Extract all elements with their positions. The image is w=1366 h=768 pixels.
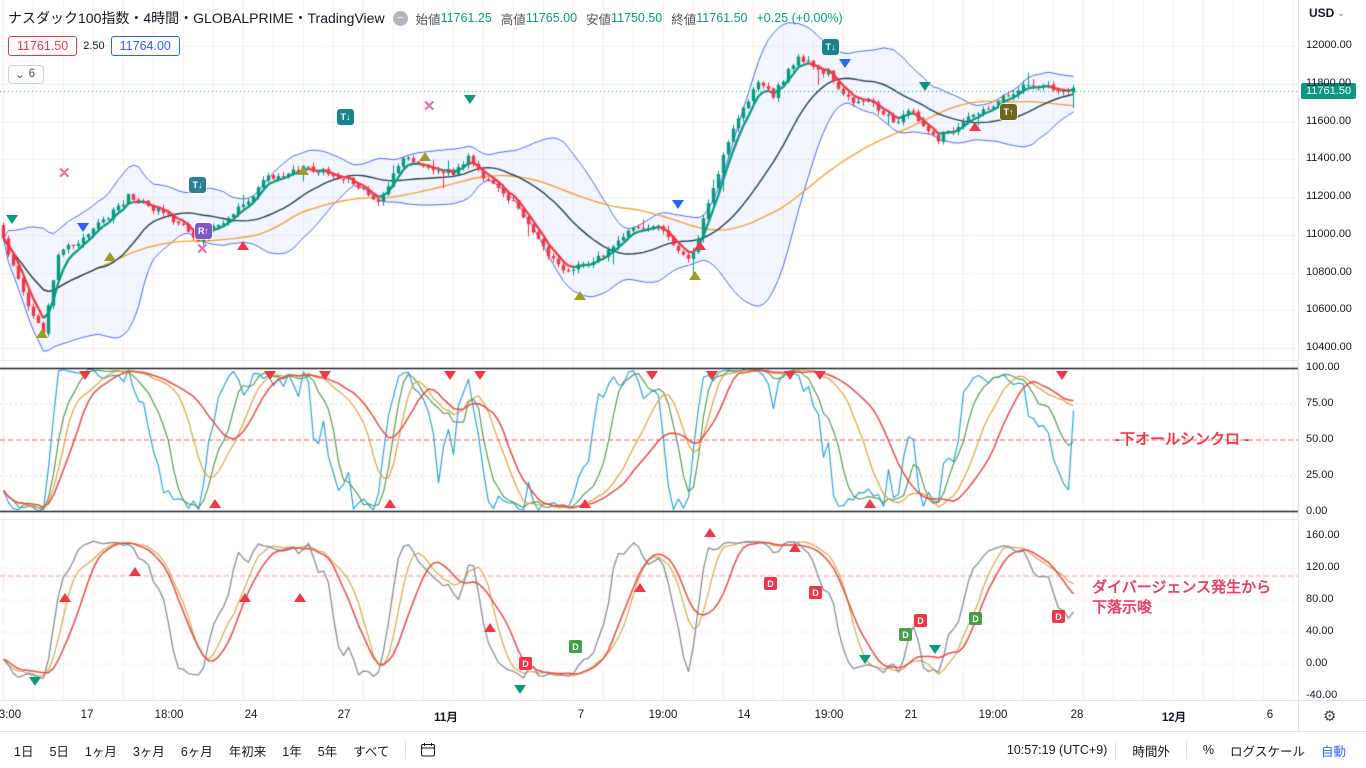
time-axis-label: 6 bbox=[1266, 709, 1274, 721]
sell-price-button[interactable]: 11761.50 bbox=[8, 36, 78, 56]
time-axis-label: 18:00 bbox=[154, 709, 184, 721]
change-value: +0.25 (+0.00%) bbox=[756, 11, 843, 25]
high-value: 11765.00 bbox=[525, 11, 578, 25]
buy-sell-widget: 11761.50 2.50 11764.00 bbox=[8, 36, 180, 56]
toolbar-divider bbox=[405, 741, 407, 759]
price-axis-label: 12000.00 bbox=[1306, 39, 1352, 51]
range-button[interactable]: 1ヶ月 bbox=[77, 736, 125, 765]
calendar-icon[interactable] bbox=[414, 739, 442, 761]
time-axis-label: 7 bbox=[577, 709, 585, 721]
spread-value: 2.50 bbox=[83, 40, 105, 52]
log-scale-button[interactable]: ログスケール bbox=[1229, 744, 1305, 759]
range-button[interactable]: 5年 bbox=[310, 736, 345, 765]
price-axis-label: 10800.00 bbox=[1306, 265, 1352, 278]
current-price-tag: 11761.50 bbox=[1301, 83, 1357, 99]
time-axis-label: 17 bbox=[80, 709, 94, 721]
range-button[interactable]: 1日 bbox=[6, 736, 41, 765]
annotation-all-sync: -下オールシンクロ - bbox=[1115, 431, 1250, 448]
annotation-divergence: ダイバージェンス発生から 下落示唆 bbox=[1092, 578, 1271, 618]
open-value: 11761.25 bbox=[440, 11, 492, 25]
price-axis-label: 11200.00 bbox=[1306, 190, 1352, 202]
time-axis-label: 19:00 bbox=[814, 709, 844, 721]
price-axis-label: 10600.00 bbox=[1306, 303, 1352, 316]
open-label: 始値 bbox=[415, 12, 441, 27]
range-button[interactable]: 1年 bbox=[274, 736, 309, 765]
extended-hours-button[interactable]: 時間外 bbox=[1132, 744, 1170, 759]
range-button[interactable]: すべて bbox=[345, 736, 397, 765]
lower-axis-label: -40.00 bbox=[1306, 689, 1338, 701]
lower-axis-label: 40.00 bbox=[1306, 625, 1334, 637]
price-axis-label: 11400.00 bbox=[1306, 152, 1352, 165]
time-axis-label: 21 bbox=[904, 709, 918, 721]
time-axis-label: 11月 bbox=[434, 712, 458, 724]
low-label: 安値 bbox=[586, 12, 612, 27]
low-value: 11750.50 bbox=[611, 11, 663, 25]
chevron-down-icon: ⌄ bbox=[15, 69, 25, 81]
range-button[interactable]: 年初来 bbox=[221, 736, 275, 765]
range-button[interactable]: 6ヶ月 bbox=[173, 736, 221, 765]
axis-corner: ⚙ bbox=[1298, 700, 1366, 732]
toolbar-divider bbox=[1115, 741, 1117, 759]
time-axis-label: 19:00 bbox=[978, 709, 1008, 721]
time-axis-label: 12月 bbox=[1161, 712, 1187, 724]
time-axis-label: 24 bbox=[244, 709, 258, 721]
minus-circle-icon[interactable]: − bbox=[392, 10, 408, 26]
range-button[interactable]: 5日 bbox=[41, 736, 76, 765]
price-axis[interactable]: USD ⌄ 11761.50 12000.00 11800.00 11600.00 1… bbox=[1298, 0, 1366, 701]
settings-gear-icon[interactable]: ⚙ bbox=[1323, 708, 1337, 725]
lower-axis-label: 120.00 bbox=[1306, 561, 1340, 573]
lower-axis-label: 0.00 bbox=[1306, 657, 1328, 669]
time-axis-label: 3:00 bbox=[0, 709, 22, 721]
bottom-toolbar: 1日 5日 1ヶ月 3ヶ月 6ヶ月 年初来 1年 5年 すべて 10:57:19 (UTC+9)… bbox=[0, 731, 1366, 768]
time-axis-label: 28 bbox=[1070, 709, 1084, 721]
auto-scale-button[interactable]: 自動 bbox=[1320, 744, 1346, 759]
price-axis-label: 11000.00 bbox=[1306, 227, 1352, 240]
annotation-divergence-line2: 下落示唆 bbox=[1092, 599, 1153, 616]
indicators-count: 6 bbox=[28, 68, 36, 80]
toolbar-divider bbox=[1185, 741, 1187, 759]
clock-timezone: (UTC+9) bbox=[1059, 743, 1108, 757]
lower-axis-label: 80.00 bbox=[1306, 593, 1334, 605]
stoch-axis-label: 0.00 bbox=[1306, 505, 1328, 517]
time-axis[interactable]: 3:00 17 18:00 24 27 11月 7 19:00 14 19:00 21 19:00 28… bbox=[0, 700, 1298, 732]
close-label: 終値 bbox=[671, 12, 697, 27]
time-axis-label: 14 bbox=[737, 709, 751, 721]
chart-legend: ナスダック100指数・4時間・GLOBALPRIME・TradingView −… bbox=[8, 8, 852, 28]
clock-time: 10:57:19 bbox=[1006, 743, 1056, 757]
annotation-divergence-line1: ダイバージェンス発生から bbox=[1092, 579, 1272, 596]
date-range-buttons: 1日 5日 1ヶ月 3ヶ月 6ヶ月 年初来 1年 5年 すべて bbox=[6, 736, 397, 765]
legend-collapse-button[interactable]: ⌄ 6 bbox=[8, 65, 45, 84]
stoch-axis-label: 25.00 bbox=[1306, 469, 1334, 481]
price-axis-label: 11600.00 bbox=[1306, 114, 1352, 127]
stoch-axis-label: 100.00 bbox=[1306, 361, 1340, 373]
currency-button[interactable]: USD ⌄ bbox=[1309, 6, 1345, 20]
stoch-axis-label: 75.00 bbox=[1306, 397, 1334, 409]
lower-axis-label: 160.00 bbox=[1306, 529, 1340, 541]
symbol-title[interactable]: ナスダック100指数・4時間・GLOBALPRIME・TradingView bbox=[8, 10, 385, 26]
clock-button[interactable]: 10:57:19 (UTC+9) bbox=[1007, 743, 1107, 757]
close-value: 11761.50 bbox=[696, 11, 748, 25]
currency-label: USD bbox=[1309, 6, 1335, 20]
price-axis-label: 10400.00 bbox=[1306, 341, 1352, 353]
buy-price-button[interactable]: 11764.00 bbox=[110, 36, 180, 56]
stoch-axis-label: 50.00 bbox=[1306, 433, 1334, 445]
price-chart-canvas[interactable] bbox=[0, 0, 1298, 700]
time-axis-label: 19:00 bbox=[648, 709, 678, 721]
high-label: 高値 bbox=[500, 12, 526, 27]
chevron-down-icon: ⌄ bbox=[1337, 7, 1345, 18]
ohlc-values: 始値 11761.25 高値 11765.00 安値 11750.50 終値 11761… bbox=[416, 9, 852, 28]
percent-scale-button[interactable]: % bbox=[1202, 743, 1214, 757]
price-axis-label: 11800.00 bbox=[1306, 76, 1352, 89]
time-axis-label: 27 bbox=[337, 709, 351, 721]
range-button[interactable]: 3ヶ月 bbox=[125, 736, 173, 765]
